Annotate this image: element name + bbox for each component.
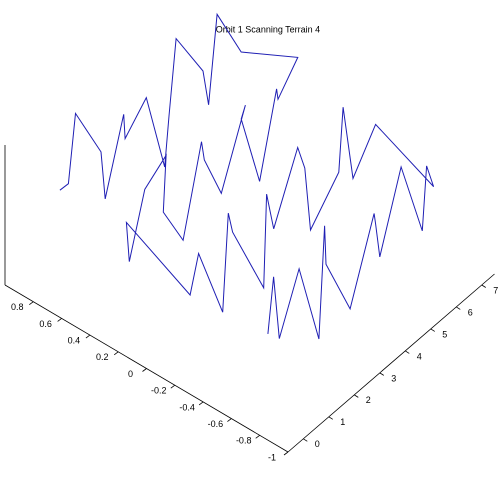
y-tick	[255, 434, 260, 439]
y-tick-label: 0.2	[96, 352, 109, 362]
x-tick-label: 6	[468, 307, 473, 317]
x-tick	[303, 438, 308, 442]
y-tick	[57, 318, 62, 322]
x-tick	[379, 372, 384, 376]
y-tick-label: -0.4	[179, 402, 195, 412]
y-tick-label: -0.8	[236, 436, 252, 446]
y-tick	[113, 351, 119, 356]
y-tick	[29, 301, 34, 306]
x-tick	[328, 416, 334, 420]
x-axis	[287, 273, 495, 453]
y-tick-label: -1	[268, 452, 276, 462]
x-tick	[354, 394, 359, 398]
x-tick-label: 1	[340, 417, 345, 427]
y-tick	[283, 451, 289, 456]
y-tick	[142, 368, 147, 372]
y-tick	[227, 418, 232, 422]
x-tick-label: 0	[315, 439, 320, 449]
x-tick-label: 3	[391, 373, 396, 383]
x-tick	[430, 328, 435, 332]
y-tick-label: -0.6	[208, 419, 224, 429]
x-tick	[481, 284, 486, 288]
x-tick	[405, 350, 410, 354]
y-tick	[85, 334, 91, 339]
y-tick-label: 0.6	[39, 319, 52, 329]
y-tick	[170, 384, 176, 389]
x-tick-label: 2	[366, 395, 371, 405]
y-tick-label: 0.4	[68, 335, 81, 345]
x-tick-label: 5	[442, 329, 447, 339]
x-tick-label: 7	[493, 285, 498, 295]
x-tick-label: 4	[417, 351, 422, 361]
orbit-line	[59, 12, 435, 340]
chart-title: Orbit 1 Scanning Terrain 4	[216, 24, 320, 34]
y-tick	[198, 401, 204, 406]
x-tick	[456, 306, 461, 310]
y-tick-label: 0	[128, 369, 133, 379]
y-tick-label: 0.8	[11, 302, 24, 312]
y-tick-label: -0.2	[151, 386, 167, 396]
